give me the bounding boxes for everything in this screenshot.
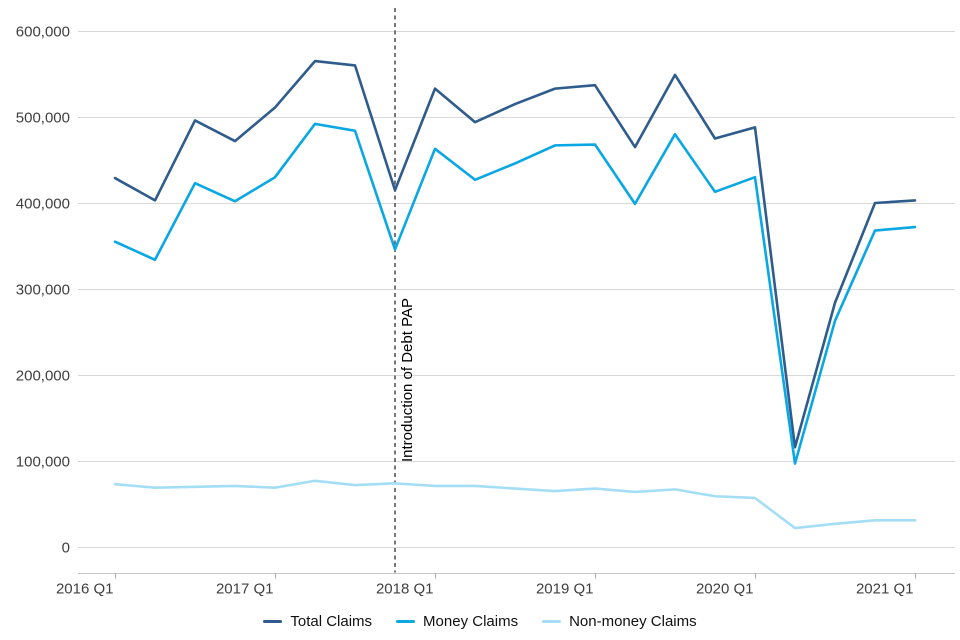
y-tick-label: 0 xyxy=(62,540,70,557)
legend-item-money-claims: Money Claims xyxy=(396,614,518,629)
debt-pap-annotation-label: Introduction of Debt PAP xyxy=(399,298,416,462)
series-line-non-money-claims xyxy=(113,479,917,530)
legend-item-non-money-claims: Non-money Claims xyxy=(542,614,697,629)
legend-label-total-claims: Total Claims xyxy=(290,612,373,630)
y-tick-label: 100,000 xyxy=(16,454,70,471)
x-tick-label: 2020 Q1 xyxy=(696,581,754,598)
debt-pap-annotation: Introduction of Debt PAP xyxy=(394,8,416,573)
chart-legend: Total Claims Money Claims Non-money Claims xyxy=(0,606,960,636)
x-axis: 2016 Q1 2017 Q1 2018 Q1 2019 Q1 2020 Q1 2021 … xyxy=(56,573,955,598)
y-tick-label: 600,000 xyxy=(16,24,70,41)
y-axis-grid: 0 100,000 200,000 300,000 400,000 500,000 600,… xyxy=(16,24,955,557)
x-tick-label: 2017 Q1 xyxy=(216,581,274,598)
y-tick-label: 200,000 xyxy=(16,368,70,385)
legend-swatch-non-money-claims xyxy=(542,619,562,623)
legend-label-money-claims: Money Claims xyxy=(423,612,519,630)
x-tick-label: 2016 Q1 xyxy=(56,581,114,598)
legend-swatch-money-claims xyxy=(396,619,416,623)
y-tick-label: 300,000 xyxy=(16,282,70,299)
legend-item-total-claims: Total Claims xyxy=(263,614,372,629)
series-line-money-claims xyxy=(113,122,917,465)
x-tick-label: 2019 Q1 xyxy=(536,581,594,598)
y-tick-label: 500,000 xyxy=(16,110,70,127)
legend-swatch-total-claims xyxy=(263,619,283,623)
x-tick-label: 2018 Q1 xyxy=(376,581,434,598)
series-line-total-claims xyxy=(113,59,917,449)
x-tick-label: 2021 Q1 xyxy=(856,581,914,598)
legend-label-non-money-claims: Non-money Claims xyxy=(569,612,697,630)
y-tick-label: 400,000 xyxy=(16,196,70,213)
